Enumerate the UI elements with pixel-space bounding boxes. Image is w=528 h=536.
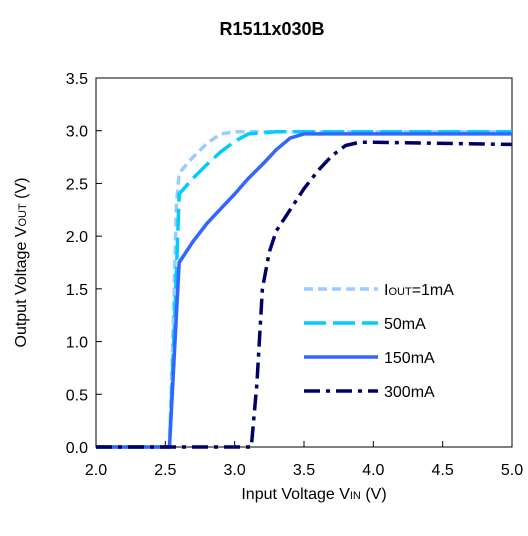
x-axis-label: Input Voltage VIN (V) <box>241 486 386 503</box>
series-line-150mA <box>96 132 512 449</box>
legend-label-50mA: 50mA <box>384 316 426 333</box>
x-tick-label: 5.0 <box>501 462 523 479</box>
series-line-1mA <box>96 130 512 449</box>
y-tick-label: 1.0 <box>66 335 88 352</box>
x-tick-label: 2.5 <box>154 462 176 479</box>
series-line-300mA <box>96 140 513 449</box>
y-tick-label: 0.0 <box>66 440 88 457</box>
chart-title: R1511x030B <box>219 19 324 39</box>
y-tick-label: 0.5 <box>66 387 88 404</box>
y-tick-label: 2.0 <box>66 229 88 246</box>
x-tick-label: 3.5 <box>293 462 315 479</box>
legend-label-150mA: 150mA <box>384 350 435 367</box>
plot-area: 0.0 0.5 1.0 1.5 2.0 2.5 3.0 3.5 2.0 2.5 3.0 3.5 4.0 4… <box>13 71 523 503</box>
y-tick-label: 1.5 <box>66 282 88 299</box>
y-tick-label: 3.0 <box>66 124 88 141</box>
x-tick-label: 2.0 <box>85 462 107 479</box>
x-tick-label: 3.0 <box>224 462 246 479</box>
y-tick-label: 2.5 <box>66 176 88 193</box>
y-tick-label: 3.5 <box>66 71 88 88</box>
x-tick-label: 4.5 <box>432 462 454 479</box>
legend-label-300mA: 300mA <box>384 384 435 401</box>
y-axis-label: Output Voltage VOUT (V) <box>13 178 30 348</box>
legend-label-1mA: IOUT=1mA <box>384 282 454 299</box>
x-tick-label: 4.0 <box>362 462 384 479</box>
